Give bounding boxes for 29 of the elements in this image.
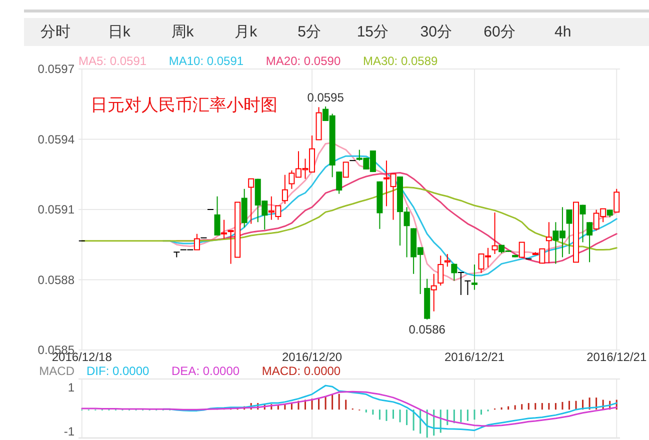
- x-tick-label: 2016/12/21: [586, 350, 647, 364]
- text: MA30: 0.0589: [362, 54, 438, 68]
- y-tick-label: 0.0588: [38, 272, 75, 287]
- text: MA20: 0.0590: [266, 54, 341, 68]
- text: 分时: [40, 24, 71, 40]
- text: MA5: 0.0591: [78, 54, 147, 68]
- text: DEA: 0.0000: [172, 364, 240, 378]
- annotation: 0.0586: [408, 322, 446, 337]
- text: 30分: [420, 24, 452, 40]
- text: 月k: [234, 24, 258, 40]
- text: MA10: 0.0591: [168, 54, 244, 68]
- x-tick-label: 2016/12/21: [444, 350, 505, 364]
- y-tick-label: 1: [68, 380, 75, 395]
- legend-title: MACD: [39, 364, 75, 378]
- text: 4h: [554, 24, 572, 40]
- y-tick-label: 0.0597: [38, 62, 75, 76]
- y-tick-label: 0.0591: [38, 202, 75, 216]
- y-tick-label: 0.0594: [38, 132, 75, 146]
- text: 5分: [298, 24, 321, 40]
- text: 日元对人民币汇率小时图: [90, 96, 278, 114]
- text: 周k: [171, 24, 194, 40]
- text: 15分: [356, 24, 389, 40]
- x-tick-label: 2016/12/20: [282, 350, 342, 364]
- text: 日k: [108, 24, 131, 40]
- text: 60分: [484, 24, 516, 40]
- text: DIF: 0.0000: [86, 364, 150, 378]
- y-tick-label: -1: [64, 424, 75, 438]
- series-label: MACD: 0.0000: [262, 364, 341, 378]
- annotation: 0.0595: [307, 90, 344, 104]
